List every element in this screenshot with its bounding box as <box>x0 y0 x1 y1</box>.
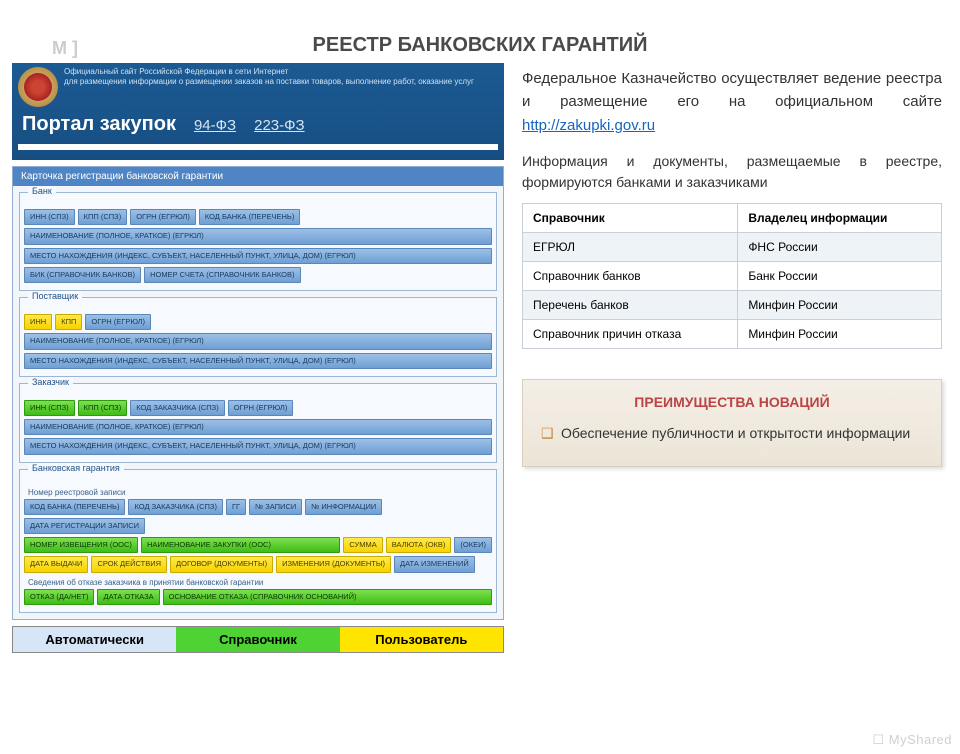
reference-table: Справочник Владелец информации ЕГРЮЛФНС … <box>522 203 942 349</box>
card-title: Карточка регистрации банковской гарантии <box>13 167 503 186</box>
chip[interactable]: ИНН (СПЗ) <box>24 400 75 416</box>
chip[interactable]: КОД ЗАКАЗЧИКА (СПЗ) <box>130 400 224 416</box>
chip[interactable]: КПП (СПЗ) <box>78 400 128 416</box>
cell: Справочник причин отказа <box>523 319 738 348</box>
fieldset-guarantee: Банковская гарантия Номер реестровой зап… <box>19 469 497 613</box>
chip[interactable]: ОГРН (ЕГРЮЛ) <box>228 400 294 416</box>
registration-card: Карточка регистрации банковской гарантии… <box>12 166 504 620</box>
watermark-myshared: ☐ MyShared <box>872 732 952 748</box>
chip[interactable]: СУММА <box>343 537 382 553</box>
chip[interactable]: МЕСТО НАХОЖДЕНИЯ (ИНДЕКС, СУБЪЕКТ, НАСЕЛ… <box>24 248 492 264</box>
legend-guarantee: Банковская гарантия <box>28 463 124 473</box>
chip[interactable]: ОГРН (ЕГРЮЛ) <box>130 209 196 225</box>
chip[interactable]: СРОК ДЕЙСТВИЯ <box>91 556 167 572</box>
intro-paragraph: Федеральное Казначейство осуществляет ве… <box>522 67 942 137</box>
legend-user: Пользователь <box>340 627 503 652</box>
chip[interactable]: ГГ <box>226 499 246 515</box>
chip[interactable]: НАИМЕНОВАНИЕ (ПОЛНОЕ, КРАТКОЕ) (ЕГРЮЛ) <box>24 419 492 435</box>
chip[interactable]: ОГРН (ЕГРЮЛ) <box>85 314 151 330</box>
cell: Перечень банков <box>523 290 738 319</box>
zakupki-link[interactable]: http://zakupki.gov.ru <box>522 117 655 134</box>
legend-auto: Автоматически <box>13 627 176 652</box>
legend-customer: Заказчик <box>28 377 73 387</box>
chip[interactable]: НАИМЕНОВАНИЕ ЗАКУПКИ (ООС) <box>141 537 340 553</box>
intro-text: Федеральное Казначейство осуществляет ве… <box>522 70 942 110</box>
table-row: Перечень банковМинфин России <box>523 290 942 319</box>
chip[interactable]: НОМЕР ИЗВЕЩЕНИЯ (ООС) <box>24 537 138 553</box>
chip[interactable]: КОД БАНКА (ПЕРЕЧЕНЬ) <box>199 209 300 225</box>
chip[interactable]: КОД БАНКА (ПЕРЕЧЕНЬ) <box>24 499 125 515</box>
portal-searchbar[interactable] <box>18 144 498 150</box>
th-owner: Владелец информации <box>738 203 942 232</box>
chip[interactable]: ОТКАЗ (ДА/НЕТ) <box>24 589 94 605</box>
chip[interactable]: МЕСТО НАХОЖДЕНИЯ (ИНДЕКС, СУБЪЕКТ, НАСЕЛ… <box>24 438 492 454</box>
chip[interactable]: ВАЛЮТА (ОКВ) <box>386 537 452 553</box>
chip[interactable]: ДАТА ВЫДАЧИ <box>24 556 88 572</box>
cell: Справочник банков <box>523 261 738 290</box>
table-row: Справочник банковБанк России <box>523 261 942 290</box>
advantages-title: ПРЕИМУЩЕСТВА НОВАЦИЙ <box>541 394 923 410</box>
chip[interactable]: НОМЕР СЧЕТА (СПРАВОЧНИК БАНКОВ) <box>144 267 300 283</box>
advantages-box: ПРЕИМУЩЕСТВА НОВАЦИЙ Обеспечение публичн… <box>522 379 942 468</box>
legend-supplier: Поставщик <box>28 291 82 301</box>
chip[interactable]: ДАТА ОТКАЗА <box>97 589 159 605</box>
chip[interactable]: № ЗАПИСИ <box>249 499 302 515</box>
watermark-left: M ] <box>52 38 78 59</box>
main-layout: Официальный сайт Российской Федерации в … <box>0 63 960 653</box>
portal-desc-1: Официальный сайт Российской Федерации в … <box>64 67 474 77</box>
chip[interactable]: ОСНОВАНИЕ ОТКАЗА (СПРАВОЧНИК ОСНОВАНИЙ) <box>163 589 492 605</box>
fieldset-customer: Заказчик ИНН (СПЗ) КПП (СПЗ) КОД ЗАКАЗЧИ… <box>19 383 497 463</box>
cell: ФНС России <box>738 232 942 261</box>
cell: Минфин России <box>738 319 942 348</box>
fieldset-bank: Банк ИНН (СПЗ) КПП (СПЗ) ОГРН (ЕГРЮЛ) КО… <box>19 192 497 291</box>
table-row: ЕГРЮЛФНС России <box>523 232 942 261</box>
chip[interactable]: ИЗМЕНЕНИЯ (ДОКУМЕНТЫ) <box>276 556 391 572</box>
chip[interactable]: БИК (СПРАВОЧНИК БАНКОВ) <box>24 267 141 283</box>
right-column: Федеральное Казначейство осуществляет ве… <box>522 63 942 653</box>
law-223[interactable]: 223-ФЗ <box>254 117 305 134</box>
cell: Банк России <box>738 261 942 290</box>
chip[interactable]: ИНН (СПЗ) <box>24 209 75 225</box>
fieldset-supplier: Поставщик ИНН КПП ОГРН (ЕГРЮЛ) НАИМЕНОВА… <box>19 297 497 377</box>
left-column: Официальный сайт Российской Федерации в … <box>12 63 504 653</box>
chip[interactable]: КПП (СПЗ) <box>78 209 128 225</box>
cell: Минфин России <box>738 290 942 319</box>
chip[interactable]: ДАТА ИЗМЕНЕНИЙ <box>394 556 475 572</box>
th-directory: Справочник <box>523 203 738 232</box>
legend-bank: Банк <box>28 186 56 196</box>
table-row: Справочник причин отказаМинфин России <box>523 319 942 348</box>
cell: ЕГРЮЛ <box>523 232 738 261</box>
color-legend: Автоматически Справочник Пользователь <box>12 626 504 653</box>
legend-ref: Справочник <box>176 627 339 652</box>
advantages-item: Обеспечение публичности и открытости инф… <box>541 420 923 447</box>
chip[interactable]: № ИНФОРМАЦИИ <box>305 499 382 515</box>
portal-header: Официальный сайт Российской Федерации в … <box>12 63 504 160</box>
chip[interactable]: КОД ЗАКАЗЧИКА (СПЗ) <box>128 499 222 515</box>
chip[interactable]: ИНН <box>24 314 52 330</box>
portal-desc-2: для размещения информации о размещении з… <box>64 77 474 87</box>
law-94[interactable]: 94-ФЗ <box>194 117 236 134</box>
chip[interactable]: НАИМЕНОВАНИЕ (ПОЛНОЕ, КРАТКОЕ) (ЕГРЮЛ) <box>24 333 492 349</box>
chip[interactable]: ДОГОВОР (ДОКУМЕНТЫ) <box>170 556 273 572</box>
info-paragraph: Информация и документы, размещаемые в ре… <box>522 151 942 193</box>
chip[interactable]: (ОКЕИ) <box>454 537 492 553</box>
sub-registry-number: Номер реестровой записи <box>24 486 492 499</box>
chip[interactable]: МЕСТО НАХОЖДЕНИЯ (ИНДЕКС, СУБЪЕКТ, НАСЕЛ… <box>24 353 492 369</box>
chip[interactable]: КПП <box>55 314 82 330</box>
emblem-icon <box>18 67 58 107</box>
chip[interactable]: НАИМЕНОВАНИЕ (ПОЛНОЕ, КРАТКОЕ) (ЕГРЮЛ) <box>24 228 492 244</box>
page-title: РЕЕСТР БАНКОВСКИХ ГАРАНТИЙ <box>0 34 960 57</box>
chip[interactable]: ДАТА РЕГИСТРАЦИИ ЗАПИСИ <box>24 518 145 534</box>
sub-refusal: Сведения об отказе заказчика в принятии … <box>24 576 492 589</box>
portal-name: Портал закупок <box>22 113 176 136</box>
